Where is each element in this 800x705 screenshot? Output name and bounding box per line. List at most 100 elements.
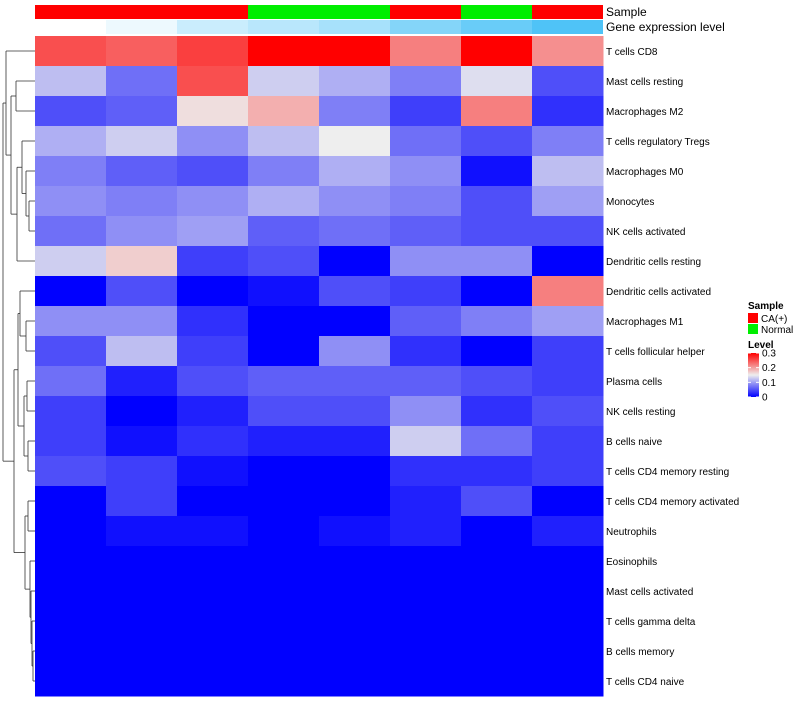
heatmap-cell xyxy=(532,426,604,457)
heatmap-cell xyxy=(177,186,249,217)
heatmap-cell xyxy=(319,516,391,547)
heatmap-cell xyxy=(319,66,391,97)
legend-level-colorbar xyxy=(748,353,759,397)
heatmap-cell xyxy=(35,186,107,217)
legend-swatch-ca xyxy=(748,313,758,323)
heatmap-cell xyxy=(106,216,178,247)
heatmap-cell xyxy=(248,306,320,337)
heatmap-cell xyxy=(106,636,178,667)
heatmap-cell xyxy=(177,36,249,67)
legend-tick-label: 0.1 xyxy=(762,378,776,389)
heatmap-cell xyxy=(248,666,320,697)
heatmap-cell xyxy=(319,126,391,157)
heatmap-cell xyxy=(177,396,249,427)
heatmap-cell xyxy=(106,666,178,697)
heatmap-cell xyxy=(461,546,533,577)
heatmap-cell xyxy=(532,606,604,637)
row-label: Eosinophils xyxy=(606,557,657,568)
heatmap-cell xyxy=(35,426,107,457)
heatmap-cell xyxy=(177,96,249,127)
heatmap-cell xyxy=(177,66,249,97)
legend-level-ticks: 0.3 0.2 0.1 0 xyxy=(748,349,776,404)
heatmap-cell xyxy=(35,36,107,67)
heatmap-cell xyxy=(532,216,604,247)
heatmap-cell xyxy=(106,576,178,607)
row-label: Macrophages M1 xyxy=(606,317,684,328)
heatmap-cell xyxy=(461,186,533,217)
heatmap-cell xyxy=(177,306,249,337)
heatmap-cell xyxy=(248,186,320,217)
gene-expression-cell xyxy=(248,20,319,34)
heatmap-cell xyxy=(319,156,391,187)
heatmap-cell xyxy=(461,96,533,127)
heatmap-cell xyxy=(319,96,391,127)
heatmap-cell xyxy=(35,246,107,277)
heatmap-cell xyxy=(248,66,320,97)
heatmap-cell xyxy=(177,426,249,457)
heatmap-cell xyxy=(390,456,462,487)
heatmap-cell xyxy=(461,606,533,637)
row-label: B cells memory xyxy=(606,647,674,658)
heatmap-cell xyxy=(390,96,462,127)
heatmap-cell xyxy=(319,186,391,217)
heatmap-cell xyxy=(390,426,462,457)
heatmap-cell xyxy=(35,576,107,607)
heatmap-cell xyxy=(177,456,249,487)
heatmap-cell xyxy=(35,216,107,247)
heatmap-cell xyxy=(248,156,320,187)
row-label: T cells regulatory Tregs xyxy=(606,137,710,148)
heatmap-cell xyxy=(106,486,178,517)
heatmap-cell xyxy=(532,336,604,367)
heatmap-cell xyxy=(319,576,391,607)
gene-expression-cell xyxy=(177,20,248,34)
heatmap-cell xyxy=(248,606,320,637)
heatmap-cell xyxy=(532,126,604,157)
heatmap-cell xyxy=(461,516,533,547)
row-label: T cells follicular helper xyxy=(606,347,705,358)
sample-annotation-cell xyxy=(35,5,106,19)
heatmap-cell xyxy=(461,156,533,187)
heatmap-cell xyxy=(390,336,462,367)
heatmap-cell xyxy=(106,546,178,577)
heatmap-cell xyxy=(532,36,604,67)
heatmap-cell xyxy=(106,336,178,367)
sample-annotation-cell xyxy=(248,5,319,19)
heatmap-cell xyxy=(532,456,604,487)
heatmap-cell xyxy=(532,306,604,337)
heatmap-cell xyxy=(390,306,462,337)
heatmap-cell xyxy=(35,516,107,547)
heatmap-cell xyxy=(35,306,107,337)
legend-level-title: Level xyxy=(748,340,774,351)
heatmap-cell xyxy=(106,366,178,397)
row-label: T cells CD4 memory resting xyxy=(606,467,729,478)
row-label: NK cells activated xyxy=(606,227,685,238)
heatmap-cell xyxy=(248,576,320,607)
heatmap-cell xyxy=(177,486,249,517)
heatmap-cell xyxy=(390,396,462,427)
heatmap-cell xyxy=(461,306,533,337)
heatmap-cell xyxy=(35,456,107,487)
heatmap-cell xyxy=(248,486,320,517)
heatmap-cell xyxy=(248,216,320,247)
row-label: Dendritic cells activated xyxy=(606,287,711,298)
heatmap-cell xyxy=(461,666,533,697)
heatmap-cell xyxy=(106,156,178,187)
row-label: T cells gamma delta xyxy=(606,617,696,628)
heatmap-cell xyxy=(177,666,249,697)
heatmap-cell xyxy=(390,486,462,517)
heatmap-cell xyxy=(461,276,533,307)
heatmap-cell xyxy=(319,216,391,247)
heatmap-cell xyxy=(532,546,604,577)
legend-tick-label: 0 xyxy=(762,393,768,404)
heatmap-cell xyxy=(390,156,462,187)
heatmap-cell xyxy=(390,36,462,67)
heatmap-cell xyxy=(177,276,249,307)
heatmap-cell xyxy=(35,66,107,97)
heatmap-cell xyxy=(532,66,604,97)
heatmap-cell xyxy=(35,96,107,127)
heatmap-cell xyxy=(532,246,604,277)
legend: Sample CA(+) Normal Level 0.3 0.2 0.1 0 xyxy=(748,301,793,404)
sample-annotation-cell xyxy=(106,5,177,19)
heatmap-cell xyxy=(319,636,391,667)
row-label: Mast cells activated xyxy=(606,587,693,598)
